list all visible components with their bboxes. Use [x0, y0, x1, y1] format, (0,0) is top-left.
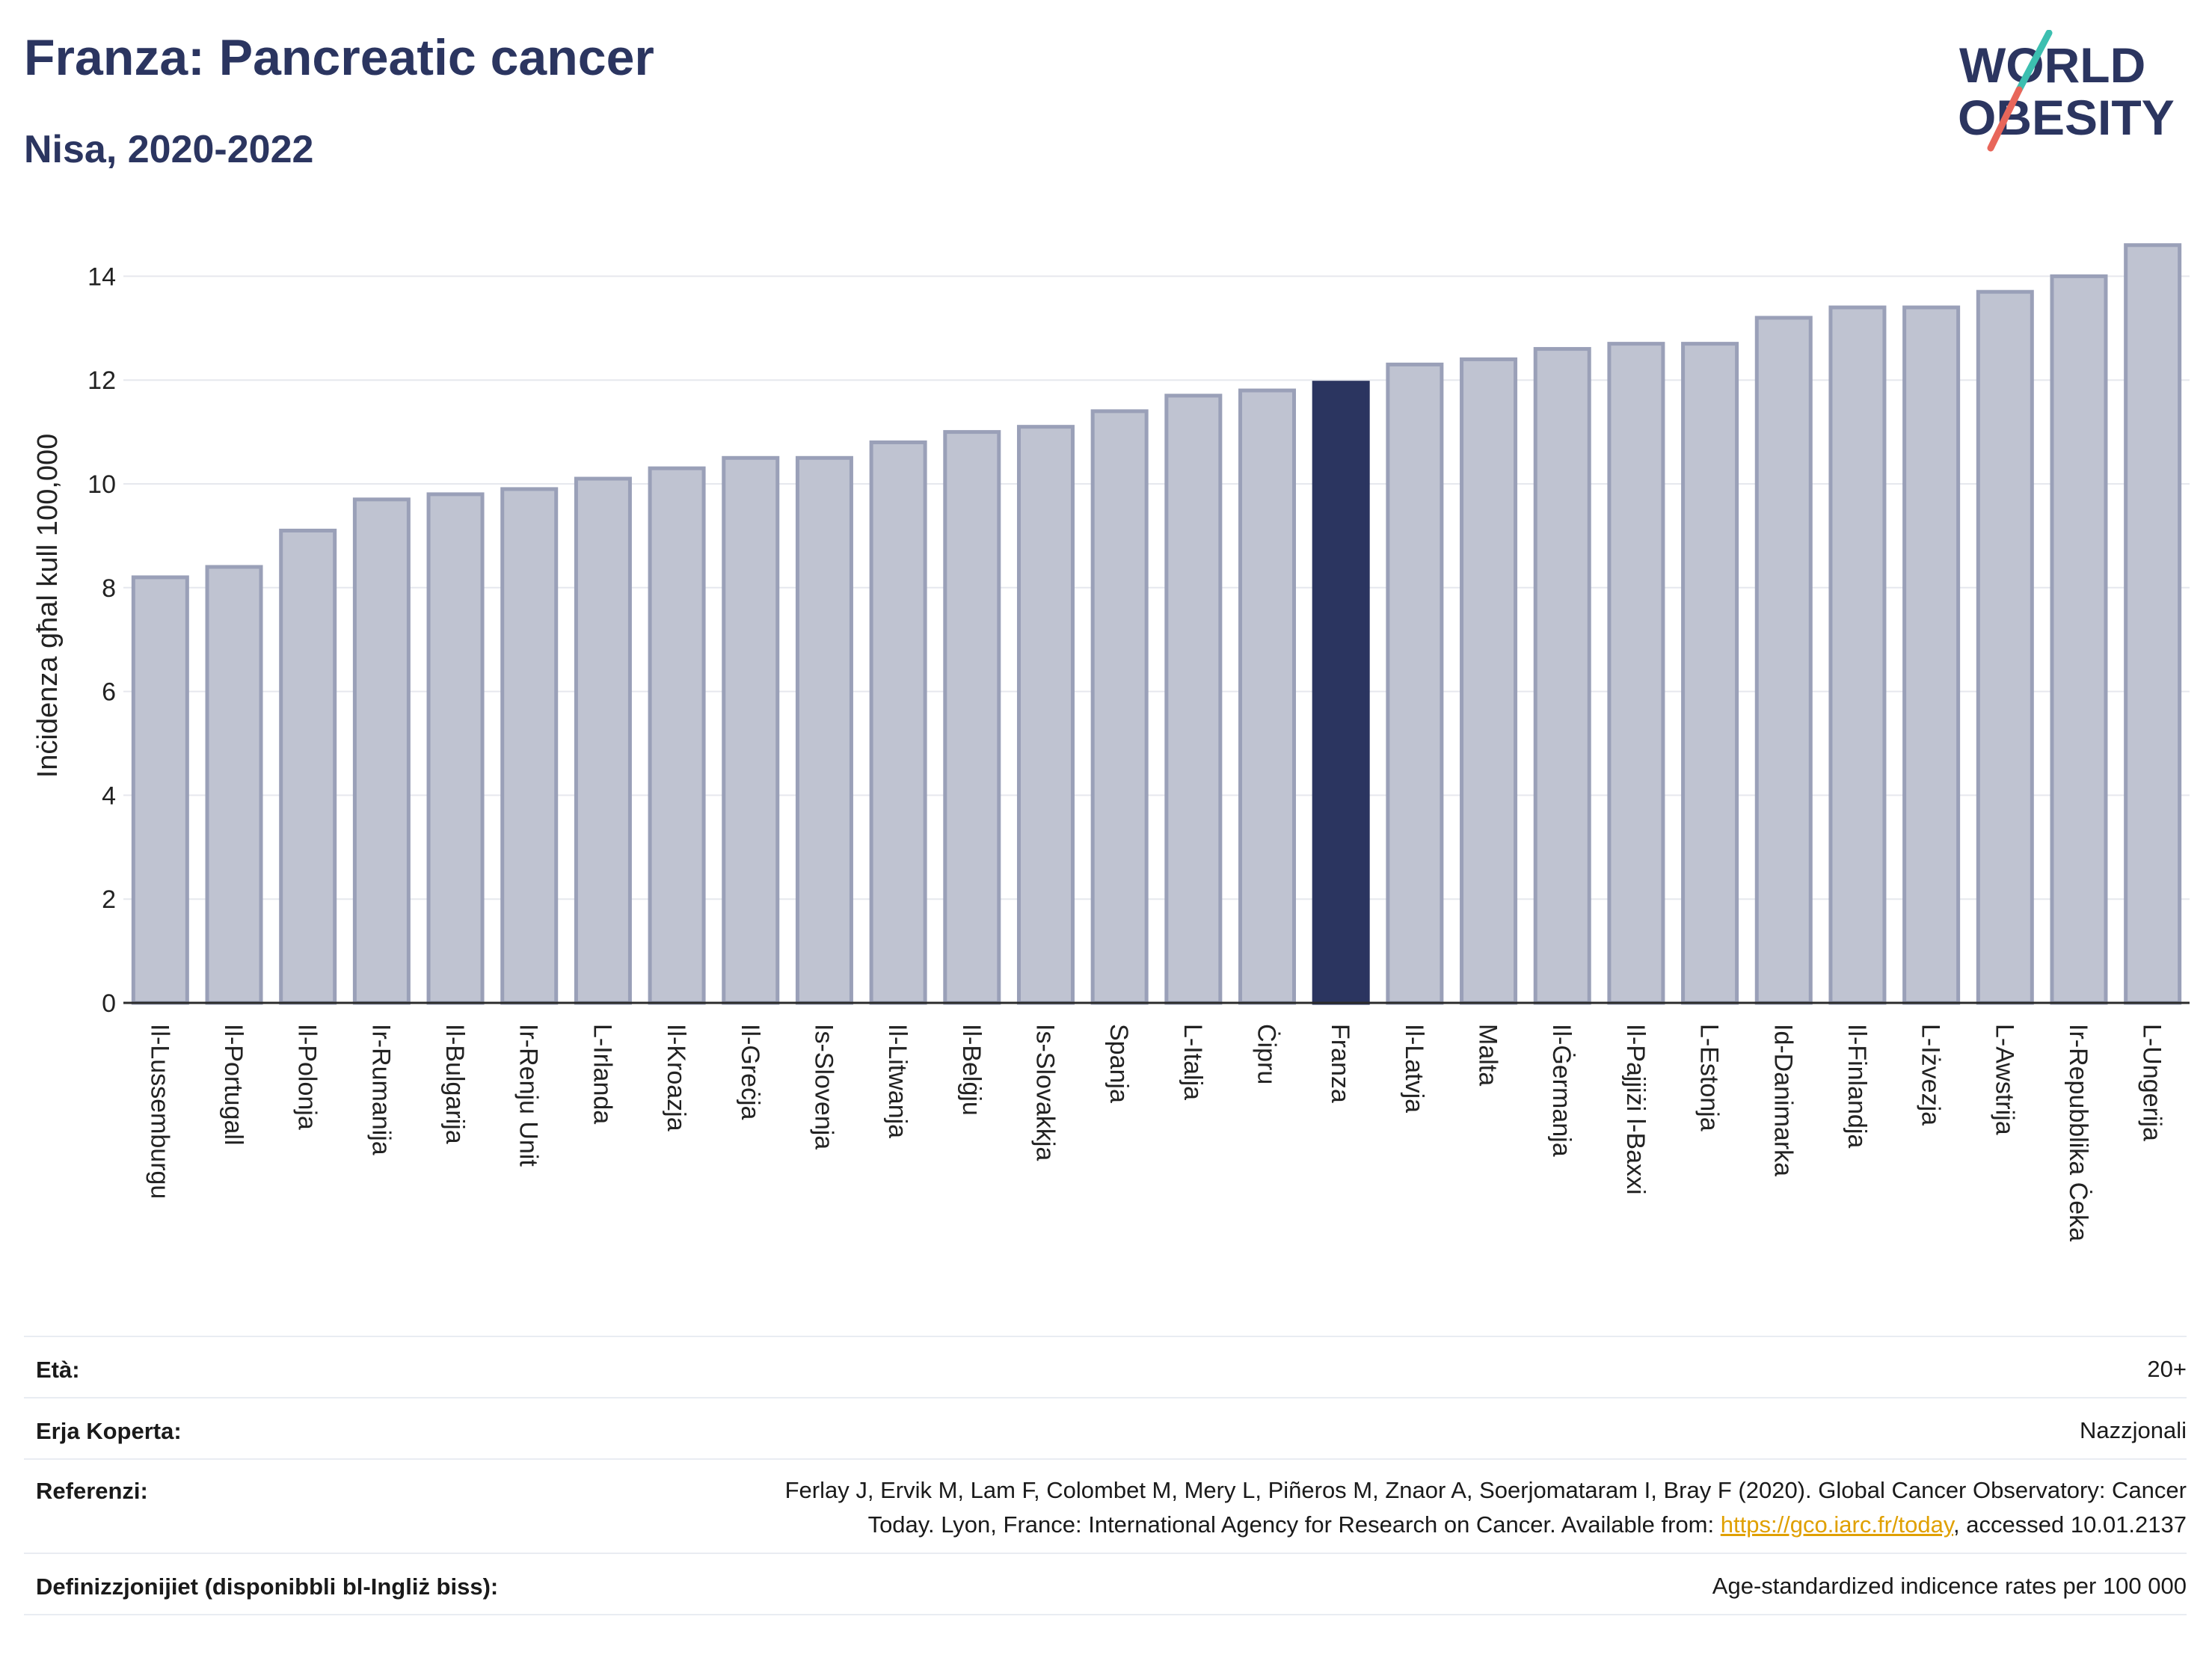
divider-line [24, 1336, 2187, 1337]
x-tick-label: Malta [1474, 1024, 1502, 1086]
area-value: Nazzjonali [2079, 1417, 2187, 1443]
bar [1016, 425, 1075, 1005]
y-tick-label: 8 [102, 574, 116, 603]
bar-chart: 0 2 4 6 8 10 12 14 Inċidenza għal kull 100,000 Il… [32, 243, 2190, 1241]
age-label: Età: [36, 1357, 80, 1383]
x-tick-label: Il-Pajjiżi l-Baxxi [1621, 1024, 1650, 1195]
bar [1386, 362, 1444, 1005]
references-label: Referenzi: [36, 1478, 148, 1504]
x-tick-label: Il-Lussemburgu [145, 1024, 173, 1199]
logo-word-world: WORLD [1959, 37, 2145, 93]
x-tick-label: Is-Slovenja [809, 1024, 838, 1149]
info-row-area: Erja Koperta: Nazzjonali [24, 1397, 2187, 1460]
world-obesity-logo: WORLD OBESITY [1958, 30, 2175, 152]
bar [1828, 305, 1887, 1005]
logo-slash-top [2015, 30, 2053, 93]
x-tick-label: Il-Ġermanja [1547, 1024, 1576, 1157]
bar [352, 497, 411, 1005]
bar [1754, 316, 1813, 1005]
bar [131, 575, 189, 1005]
info-row-definitions: Definizzjonijiet (disponibbli bl-Ingliż … [24, 1553, 2187, 1615]
y-axis-label: Inċidenza għal kull 100,000 [32, 434, 64, 779]
bar [943, 430, 1001, 1005]
bar [1607, 342, 1665, 1005]
y-tick-label: 2 [102, 885, 116, 914]
x-tick-label: L-Awstrija [1990, 1024, 2018, 1135]
x-tick-label: Il-Finlandja [1843, 1024, 1871, 1148]
y-tick-label: 4 [102, 782, 116, 810]
divider-line [24, 1397, 2187, 1398]
bar [205, 565, 263, 1005]
x-tick-label: Ir-Repubblika Ċeka [2064, 1024, 2092, 1241]
x-tick-label: Il-Kroazja [662, 1024, 690, 1132]
references-line-2: Today. Lyon, France: International Agenc… [785, 1508, 2187, 1542]
definitions-label: Definizzjonijiet (disponibbli bl-Ingliż … [36, 1573, 499, 1600]
references-text: Ferlay J, Ervik M, Lam F, Colombet M, Me… [785, 1473, 2187, 1542]
x-tick-label: L-Italja [1179, 1024, 1207, 1100]
bar [279, 528, 337, 1005]
bar [795, 455, 853, 1005]
age-value: 20+ [2147, 1356, 2187, 1382]
x-tick-label: Il-Greċja [736, 1024, 764, 1120]
x-tick-label: Spanja [1105, 1024, 1133, 1103]
x-tick-label: L-Ungerija [2138, 1024, 2166, 1141]
x-tick-label: Il-Portugall [219, 1024, 248, 1146]
chart-title: Franza: Pancreatic cancer [24, 29, 654, 86]
x-tick-label: L-Estonja [1695, 1024, 1724, 1132]
x-tick-label: L-Irlanda [588, 1024, 616, 1124]
bar [1238, 388, 1297, 1005]
info-row-age: Età: 20+ [24, 1336, 2187, 1398]
divider-line [24, 1553, 2187, 1554]
bar [1164, 393, 1223, 1005]
bar [1090, 409, 1149, 1005]
references-link[interactable]: https://gco.iarc.fr/today [1720, 1511, 1954, 1538]
divider-line [24, 1458, 2187, 1460]
definitions-value: Age-standardized indicence rates per 100… [1712, 1573, 2187, 1599]
bar [426, 492, 485, 1005]
y-tick-label: 0 [102, 989, 116, 1018]
bar [1460, 357, 1518, 1005]
bar [1902, 305, 1961, 1005]
y-tick-label: 14 [87, 262, 116, 291]
bar [722, 455, 780, 1005]
x-tick-label: Ċipru [1253, 1024, 1281, 1084]
x-tick-label: Franza [1326, 1024, 1354, 1103]
area-label: Erja Koperta: [36, 1418, 182, 1444]
bar [2050, 274, 2108, 1005]
x-tick-label: Ir-Renju Unit [514, 1024, 543, 1167]
y-tick-label: 12 [87, 366, 116, 395]
bar [1312, 381, 1370, 1005]
references-line-2-text: Today. Lyon, France: International Agenc… [867, 1511, 1721, 1538]
bar [1681, 342, 1739, 1005]
bar [1533, 347, 1591, 1005]
references-accessed: , accessed 10.01.2137 [1953, 1511, 2187, 1538]
bar [1976, 289, 2034, 1005]
y-tick-label: 6 [102, 678, 116, 707]
x-tick-label: Il-Latvja [1400, 1024, 1428, 1113]
references-line-1: Ferlay J, Ervik M, Lam F, Colombet M, Me… [784, 1477, 2187, 1503]
x-tick-label: Ir-Rumanija [366, 1024, 395, 1155]
bar [500, 487, 559, 1005]
bar [869, 440, 927, 1005]
bar [2124, 243, 2182, 1005]
bar [648, 466, 706, 1005]
divider-line [24, 1614, 2187, 1615]
x-tick-label: L-Iżvezja [1917, 1024, 1945, 1126]
chart-subtitle: Nisa, 2020-2022 [24, 128, 314, 171]
x-tick-label: Id-Danimarka [1769, 1024, 1797, 1176]
x-tick-label: Il-Litwanja [883, 1024, 912, 1138]
bar [574, 476, 632, 1005]
x-tick-label: Is-Slovakkja [1030, 1024, 1059, 1161]
x-tick-label: Il-Belġju [957, 1024, 986, 1116]
logo-slash-bottom [1987, 86, 2023, 152]
y-tick-label: 10 [87, 470, 116, 499]
info-row-references: Referenzi: Ferlay J, Ervik M, Lam F, Col… [24, 1458, 2187, 1551]
x-tick-label: Il-Polonja [293, 1024, 322, 1130]
x-tick-label: Il-Bulgarija [440, 1024, 469, 1144]
